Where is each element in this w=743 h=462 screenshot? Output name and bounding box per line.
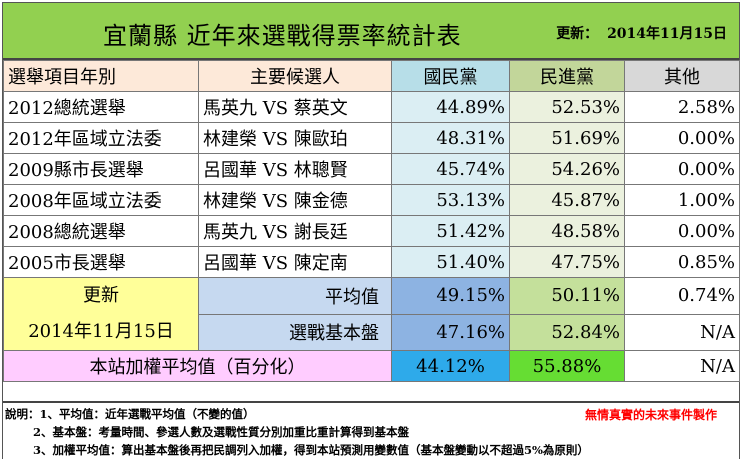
row-candidates: 呂國華 VS 林聰賢 (198, 153, 392, 185)
header-row: 選舉項目年別 主要候選人 國民黨 民進黨 其他 (3, 60, 740, 92)
header-other: 其他 (624, 60, 740, 92)
row-candidates: 呂國華 VS 陳定南 (198, 246, 392, 278)
row-dpp: 45.87% (509, 184, 625, 216)
update-block-date: 2014年11月15日 (28, 321, 174, 342)
page-title: 宜蘭縣 近年來選戰得票率統計表 (103, 22, 462, 50)
row-item: 2008年區域立法委 (3, 184, 199, 216)
header-item: 選舉項目年別 (3, 60, 199, 92)
header-kmt: 國民黨 (391, 60, 510, 92)
update-block-label: 更新 (83, 285, 119, 306)
average-label: 平均值 (198, 277, 392, 315)
header-dpp: 民進黨 (509, 60, 625, 92)
header-candidates: 主要候選人 (198, 60, 392, 92)
title-update: 更新： 2014年11月15日 (552, 23, 727, 43)
notes-section: 說明：1、平均值：近年選戰平均值（不變的值） 2、基本盤：考量時間、參選人數及選… (3, 401, 739, 460)
table-row: 2005市長選舉 呂國華 VS 陳定南 51.40% 47.75% 0.85% (3, 246, 740, 278)
average-other: 0.74% (624, 277, 740, 315)
row-other: 0.85% (624, 246, 740, 278)
base-label: 選戰基本盤 (198, 313, 392, 351)
row-item: 2009縣市長選舉 (3, 153, 199, 185)
row-dpp: 51.69% (509, 122, 625, 154)
average-row: 更新 2014年11月15日 平均值 49.15% 50.11% 0.74% (3, 277, 740, 351)
row-candidates: 馬英九 VS 謝長廷 (198, 215, 392, 247)
weighted-dpp: 55.88% (509, 350, 625, 382)
note-3: 3、加權平均值：算出基本盤後再把民調列入加權，得到本站預測用變數值（基本盤變動以… (33, 443, 589, 457)
note-2: 2、基本盤：考量時間、參選人數及選戰性質分別加重比重計算得到基本盤 (33, 425, 409, 439)
row-item: 2012總統選舉 (3, 91, 199, 123)
row-kmt: 53.13% (391, 184, 510, 216)
update-date: 2014年11月15日 (607, 26, 727, 42)
row-item: 2012年區域立法委 (3, 122, 199, 154)
table-row: 2012年區域立法委 林建榮 VS 陳歐珀 48.31% 51.69% 0.00… (3, 122, 740, 154)
row-kmt: 44.89% (391, 91, 510, 123)
title-bar: 宜蘭縣 近年來選戰得票率統計表 更新： 2014年11月15日 (3, 3, 739, 60)
row-dpp: 47.75% (509, 246, 625, 278)
average-kmt: 49.15% (391, 277, 510, 315)
row-other: 2.58% (624, 91, 740, 123)
maker-credit: 無情真實的未來事件製作 (584, 408, 717, 422)
weighted-row: 本站加權平均值（百分化） 44.12% 55.88% N/A (3, 350, 740, 382)
table-row: 2012總統選舉 馬英九 VS 蔡英文 44.89% 52.53% 2.58% (3, 91, 740, 123)
row-kmt: 51.42% (391, 215, 510, 247)
note-1: 說明：1、平均值：近年選戰平均值（不變的值） (5, 407, 255, 421)
row-dpp: 54.26% (509, 153, 625, 185)
update-label: 更新： (556, 26, 599, 42)
row-other: 1.00% (624, 184, 740, 216)
average-dpp: 50.11% (509, 277, 625, 315)
stats-table: 選舉項目年別 主要候選人 國民黨 民進黨 其他 2012總統選舉 馬英九 VS … (3, 60, 740, 382)
row-kmt: 48.31% (391, 122, 510, 154)
row-item: 2005市長選舉 (3, 246, 199, 278)
row-candidates: 林建榮 VS 陳金德 (198, 184, 392, 216)
row-other: 0.00% (624, 215, 740, 247)
table-row: 2008年區域立法委 林建榮 VS 陳金德 53.13% 45.87% 1.00… (3, 184, 740, 216)
row-candidates: 林建榮 VS 陳歐珀 (198, 122, 392, 154)
weighted-kmt: 44.12% (391, 350, 510, 382)
table-row: 2008總統選舉 馬英九 VS 謝長廷 51.42% 48.58% 0.00% (3, 215, 740, 247)
row-kmt: 51.40% (391, 246, 510, 278)
base-kmt: 47.16% (391, 313, 510, 351)
row-other: 0.00% (624, 122, 740, 154)
row-dpp: 48.58% (509, 215, 625, 247)
base-other: N/A (624, 313, 740, 351)
base-dpp: 52.84% (509, 313, 625, 351)
row-candidates: 馬英九 VS 蔡英文 (198, 91, 392, 123)
weighted-label: 本站加權平均值（百分化） (3, 350, 392, 382)
row-other: 0.00% (624, 153, 740, 185)
row-dpp: 52.53% (509, 91, 625, 123)
row-kmt: 45.74% (391, 153, 510, 185)
weighted-other: N/A (624, 350, 740, 382)
update-block: 更新 2014年11月15日 (3, 277, 199, 351)
table-row: 2009縣市長選舉 呂國華 VS 林聰賢 45.74% 54.26% 0.00% (3, 153, 740, 185)
row-item: 2008總統選舉 (3, 215, 199, 247)
